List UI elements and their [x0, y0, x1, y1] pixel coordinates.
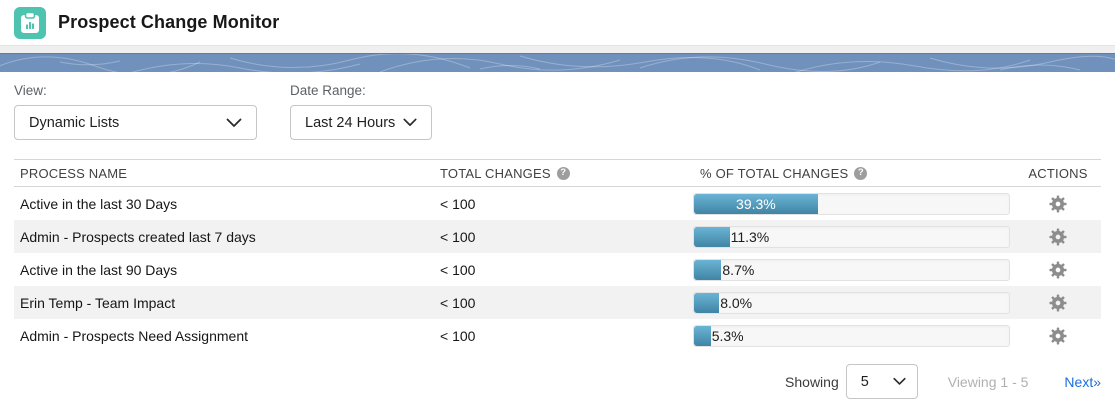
percent-bar-label: 39.3%: [736, 195, 776, 212]
total-changes-cell: < 100: [440, 228, 476, 245]
percent-bar: 8.0%: [693, 291, 1010, 314]
gear-icon[interactable]: [1049, 326, 1067, 345]
actions-cell: [1015, 260, 1101, 279]
actions-cell: [1015, 194, 1101, 213]
percent-bar: 8.7%: [693, 258, 1010, 281]
date-range-select-value: Last 24 Hours: [305, 114, 396, 131]
total-changes-cell: < 100: [440, 294, 476, 311]
process-name-cell: Active in the last 30 Days: [20, 195, 178, 212]
help-icon[interactable]: ?: [556, 166, 570, 180]
help-icon[interactable]: ?: [854, 166, 868, 180]
percent-bar: 39.3%: [693, 192, 1010, 215]
total-changes-cell: < 100: [440, 195, 476, 212]
date-range-label: Date Range:: [290, 83, 366, 98]
chevron-down-icon: [403, 118, 417, 126]
pct-cell: 8.7%: [693, 258, 1015, 281]
percent-bar-label: 11.3%: [730, 228, 770, 245]
chevron-down-icon: [226, 118, 242, 127]
table-body: Active in the last 30 Days < 100 39.3%: [14, 187, 1101, 352]
percent-bar-fill: [694, 193, 818, 214]
clipboard-chart-icon: [14, 6, 46, 39]
page-title: Prospect Change Monitor: [58, 12, 280, 32]
column-header-total-changes: TOTAL CHANGES ?: [440, 166, 693, 181]
actions-cell: [1015, 326, 1101, 345]
showing-label: Showing: [785, 373, 839, 390]
chevron-down-icon: [893, 377, 906, 385]
table-row: Admin - Prospects created last 7 days < …: [14, 220, 1101, 253]
page-size-value: 5: [860, 373, 869, 390]
next-page-link[interactable]: Next»: [1064, 373, 1101, 390]
table-row: Erin Temp - Team Impact < 100 8.0%: [14, 286, 1101, 319]
percent-bar-label: 8.0%: [720, 294, 753, 311]
percent-bar-fill: [694, 292, 720, 313]
process-name-cell: Admin - Prospects Need Assignment: [20, 327, 248, 344]
process-name-cell: Admin - Prospects created last 7 days: [20, 228, 256, 245]
column-header-process-name: PROCESS NAME: [20, 165, 128, 181]
page-size-select[interactable]: 5: [845, 364, 918, 399]
table-row: Active in the last 90 Days < 100 8.7%: [14, 253, 1101, 286]
filter-bar: View: Dynamic Lists Date Range: Last 24 …: [0, 72, 1115, 140]
pct-cell: 11.3%: [693, 225, 1015, 248]
app-header: Prospect Change Monitor: [0, 0, 1115, 46]
gray-divider-strip: [0, 46, 1115, 53]
percent-bar: 5.3%: [693, 324, 1010, 347]
table-header-row: PROCESS NAME TOTAL CHANGES ? % OF TOTAL …: [14, 159, 1101, 187]
percent-bar-label: 8.7%: [722, 261, 755, 278]
view-select[interactable]: Dynamic Lists: [14, 105, 257, 140]
percent-bar: 11.3%: [693, 225, 1010, 248]
process-name-cell: Erin Temp - Team Impact: [20, 294, 176, 311]
view-filter: View: Dynamic Lists: [14, 83, 257, 140]
total-changes-cell: < 100: [440, 327, 476, 344]
view-select-value: Dynamic Lists: [29, 114, 120, 131]
table-row: Active in the last 30 Days < 100 39.3%: [14, 187, 1101, 220]
decorative-banner: [0, 53, 1115, 72]
column-header-actions: ACTIONS: [1028, 165, 1088, 181]
percent-bar-fill: [694, 325, 711, 346]
actions-cell: [1015, 293, 1101, 312]
percent-bar-fill: [694, 259, 722, 280]
total-changes-cell: < 100: [440, 261, 476, 278]
pct-cell: 39.3%: [693, 192, 1015, 215]
column-header-pct-of-total: % OF TOTAL CHANGES ?: [693, 166, 1015, 181]
gear-icon[interactable]: [1049, 194, 1067, 213]
gear-icon[interactable]: [1049, 227, 1067, 246]
gear-icon[interactable]: [1049, 260, 1067, 279]
viewing-range-label: Viewing 1 - 5: [947, 373, 1029, 390]
view-label: View:: [14, 83, 47, 98]
pct-cell: 8.0%: [693, 291, 1015, 314]
table-row: Admin - Prospects Need Assignment < 100 …: [14, 319, 1101, 352]
actions-cell: [1015, 227, 1101, 246]
process-table: PROCESS NAME TOTAL CHANGES ? % OF TOTAL …: [14, 159, 1101, 352]
gear-icon[interactable]: [1049, 293, 1067, 312]
date-range-filter: Date Range: Last 24 Hours: [290, 83, 432, 140]
percent-bar-label: 5.3%: [711, 327, 744, 344]
process-name-cell: Active in the last 90 Days: [20, 261, 178, 278]
pct-cell: 5.3%: [693, 324, 1015, 347]
date-range-select[interactable]: Last 24 Hours: [290, 105, 432, 140]
percent-bar-fill: [694, 226, 730, 247]
pager: Showing 5 Viewing 1 - 5 Next»: [0, 352, 1115, 399]
